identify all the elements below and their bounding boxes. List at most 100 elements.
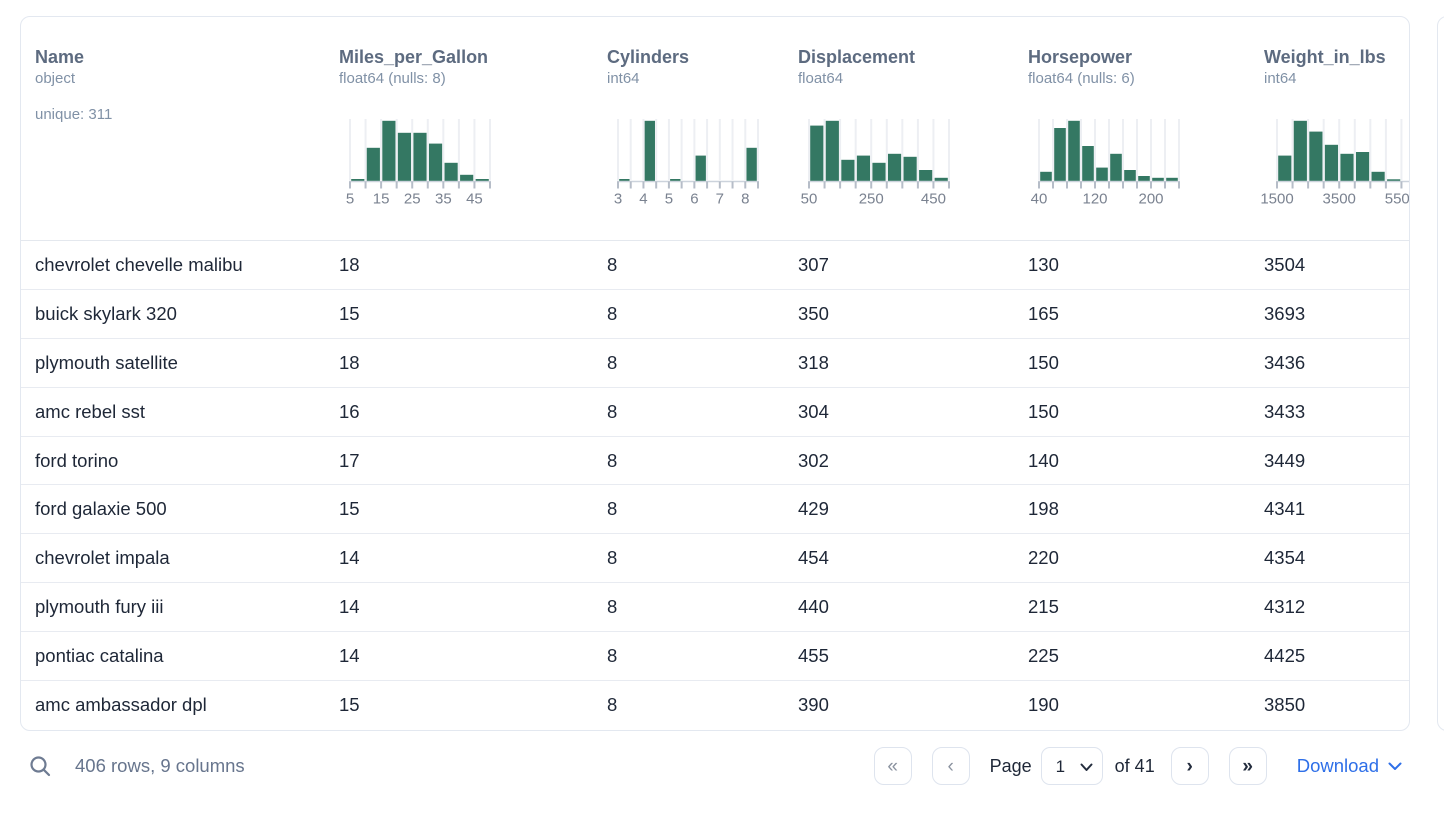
last-page-icon: » (1242, 755, 1253, 777)
table-row: chevrolet chevelle malibu 18 8 307 130 3504 (21, 241, 1409, 290)
table-row: amc rebel sst 16 8 304 150 3433 (21, 388, 1409, 437)
table-cell: 8 (607, 547, 618, 569)
table-cell: 8 (607, 400, 618, 422)
table-cell: 3436 (1264, 351, 1306, 373)
table-cell: plymouth fury iii (35, 596, 164, 618)
page-select[interactable]: 1 (1040, 747, 1103, 785)
table-cell: 302 (798, 449, 829, 471)
table-cell: 390 (798, 694, 829, 716)
chevron-down-icon (1388, 762, 1402, 770)
last-page-button[interactable]: » (1228, 747, 1267, 785)
table-row: ford galaxie 500 15 8 429 198 4341 (21, 485, 1409, 535)
column-header-name: Name object unique: 311 (35, 17, 339, 240)
table-cell: 130 (1028, 253, 1059, 275)
table-cell: 440 (798, 596, 829, 618)
table-cell: 225 (1028, 645, 1059, 667)
table-cell: 8 (607, 645, 618, 667)
histogram-displacement: 50 250 450 (801, 119, 950, 208)
table-cell: 4341 (1264, 498, 1306, 520)
table-cell: 307 (798, 253, 829, 275)
table-cell: 4354 (1264, 547, 1306, 569)
column-type: float64 (798, 70, 844, 87)
table-cell: plymouth satellite (35, 351, 178, 373)
column-header-cylinders: Cylinders int64 3 4 5 6 7 8 (607, 17, 798, 240)
download-label: Download (1296, 755, 1379, 776)
next-page-button[interactable]: › (1170, 747, 1209, 785)
table-cell: 8 (607, 694, 618, 716)
svg-text:6: 6 (690, 191, 698, 208)
table-cell: 18 (339, 351, 360, 373)
table-row: plymouth satellite 18 8 318 150 3436 (21, 339, 1409, 388)
table-body: chevrolet chevelle malibu 18 8 307 130 3504 bu… (21, 241, 1409, 730)
table-cell: 3433 (1264, 400, 1306, 422)
table-cell: chevrolet impala (35, 547, 170, 569)
table-cell: 8 (607, 596, 618, 618)
histogram-horsepower: 40 120 200 (1031, 119, 1180, 208)
table-cell: 215 (1028, 596, 1059, 618)
table-cell: 150 (1028, 400, 1059, 422)
table-cell: amc ambassador dpl (35, 694, 207, 716)
footer-summary-group: 406 rows, 9 columns (28, 754, 245, 778)
table-cell: 14 (339, 596, 360, 618)
table-cell: 3850 (1264, 694, 1306, 716)
table-cell: 16 (339, 400, 360, 422)
svg-text:8: 8 (741, 191, 749, 208)
column-title: Displacement (798, 47, 916, 67)
svg-text:450: 450 (921, 191, 946, 208)
table-cell: 165 (1028, 302, 1059, 324)
histogram-weight-in-lbs: 1500 3500 5500 (1260, 119, 1409, 208)
table-cell: 8 (607, 498, 618, 520)
table-cell: 350 (798, 302, 829, 324)
svg-text:7: 7 (716, 191, 724, 208)
table-cell: 455 (798, 645, 829, 667)
svg-text:5: 5 (665, 191, 673, 208)
table-cell: 140 (1028, 449, 1059, 471)
page-label: Page (989, 755, 1032, 776)
page-total-label: of 41 (1114, 755, 1155, 776)
column-title: Horsepower (1028, 47, 1133, 67)
svg-text:25: 25 (404, 191, 421, 208)
first-page-button[interactable]: « (873, 747, 912, 785)
column-title: Cylinders (607, 47, 690, 67)
table-cell: 4425 (1264, 645, 1306, 667)
table-cell: 4312 (1264, 596, 1306, 618)
svg-text:40: 40 (1031, 191, 1048, 208)
adjacent-card-edge (1437, 16, 1444, 731)
column-type: float64 (nulls: 8) (339, 70, 446, 87)
table-cell: 220 (1028, 547, 1059, 569)
column-type: int64 (1264, 70, 1297, 87)
histogram-miles-per-gallon: 5 15 25 35 45 (346, 119, 491, 208)
page-select-input[interactable]: 1 (1041, 748, 1102, 784)
table-cell: 14 (339, 547, 360, 569)
svg-text:15: 15 (373, 191, 390, 208)
table-cell: 8 (607, 302, 618, 324)
search-icon[interactable] (28, 754, 52, 778)
prev-page-button[interactable]: ‹ (931, 747, 970, 785)
svg-text:250: 250 (859, 191, 884, 208)
table-cell: buick skylark 320 (35, 302, 177, 324)
pagination-controls: « ‹ Page 1 of 41 › » Download (873, 747, 1402, 785)
table-cell: pontiac catalina (35, 645, 164, 667)
download-link[interactable]: Download (1297, 755, 1402, 777)
table-header: Name object unique: 311 Miles_per_Gallon flo… (21, 17, 1409, 241)
table-cell: chevrolet chevelle malibu (35, 253, 243, 275)
table-cell: 8 (607, 351, 618, 373)
table-row: amc ambassador dpl 15 8 390 190 3850 (21, 681, 1409, 730)
prev-page-icon: ‹ (947, 755, 954, 777)
table-cell: 190 (1028, 694, 1059, 716)
data-preview-card: Name object unique: 311 Miles_per_Gallon flo… (20, 16, 1410, 731)
svg-text:200: 200 (1138, 191, 1163, 208)
table-cell: 3504 (1264, 253, 1306, 275)
column-header-miles-per-gallon: Miles_per_Gallon float64 (nulls: 8) 5 15 25 3… (339, 17, 607, 240)
table-cell: 198 (1028, 498, 1059, 520)
column-header-horsepower: Horsepower float64 (nulls: 6) 40 120 200 (1028, 17, 1264, 240)
table-cell: 3449 (1264, 449, 1306, 471)
column-type: object (35, 70, 76, 87)
footer: 406 rows, 9 columns « ‹ Page 1 of 41 › »… (20, 744, 1402, 788)
table-cell: 15 (339, 302, 360, 324)
next-page-icon: › (1186, 755, 1193, 777)
first-page-icon: « (887, 755, 898, 777)
table-cell: 3693 (1264, 302, 1306, 324)
table-cell: 454 (798, 547, 829, 569)
